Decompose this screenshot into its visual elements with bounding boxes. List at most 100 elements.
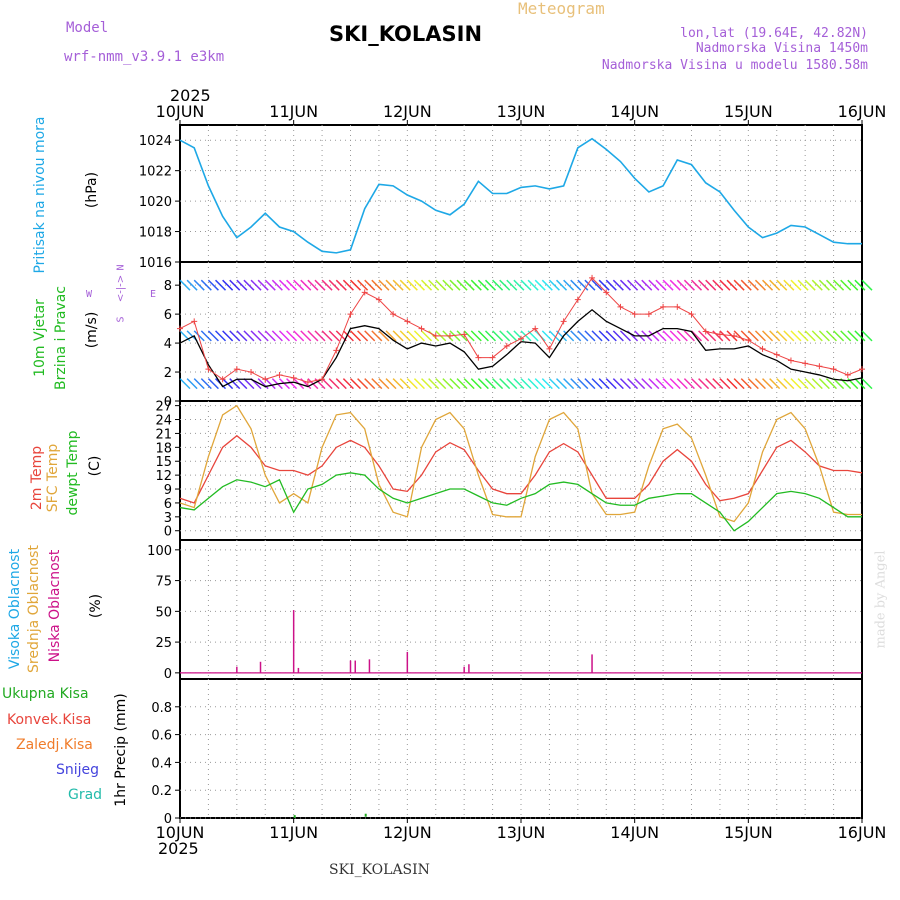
wind-barb [421, 279, 433, 291]
wind-barb [499, 330, 511, 342]
pressure-ytick-label: 1020 [139, 195, 172, 210]
wind-barb [421, 378, 433, 390]
wind-barb [286, 330, 298, 342]
wind-barb [342, 378, 354, 390]
wind-barb [797, 378, 809, 390]
wind-barb [520, 378, 532, 390]
wind-gust-marker [333, 347, 340, 354]
wind-ytick-label: 6 [164, 308, 172, 323]
temp-2m-line [179, 434, 863, 504]
wind-barb [662, 330, 674, 342]
wind-barb [286, 279, 298, 291]
wind-barb [364, 330, 376, 342]
wind-barb [385, 330, 397, 342]
wind-gust-marker [347, 311, 354, 318]
wind-barb [648, 330, 660, 342]
wind-barb [229, 330, 241, 342]
wind-gust-marker [674, 303, 681, 310]
wind-gust-marker [219, 376, 226, 383]
wind-gust-marker [191, 318, 198, 325]
wind-barb [861, 279, 873, 291]
wind-barb [804, 330, 816, 342]
wind-gust-line [179, 277, 863, 383]
wind-barb [641, 378, 653, 390]
wind-barb [669, 378, 681, 390]
wind-barb [548, 279, 560, 291]
wind-barb [186, 279, 198, 291]
x-label-bottom: 11JUN [269, 823, 318, 842]
wind-barb [357, 330, 369, 342]
wind-barb [790, 330, 802, 342]
wind-barb [619, 330, 631, 342]
wind-barb [378, 330, 390, 342]
wind-barb [463, 330, 475, 342]
wind-barb [392, 330, 404, 342]
wind-barb [740, 378, 752, 390]
wind-barb [484, 279, 497, 291]
wind-barb [598, 279, 610, 291]
wind-barb [214, 330, 227, 342]
wind-barb [222, 330, 234, 342]
wind-barb [342, 330, 354, 342]
wind-gust-marker [787, 357, 794, 364]
compass-w: W [86, 289, 93, 300]
wind-barb [598, 330, 610, 342]
wind-barb [619, 378, 631, 390]
temperature-ytick-label: 24 [155, 414, 172, 429]
wind-gust-marker [745, 337, 752, 344]
x-label-top: 10JUN [156, 102, 205, 121]
wind-barb [349, 378, 362, 390]
wind-gust-marker [404, 318, 411, 325]
wind-barb [378, 279, 390, 291]
wind-barb [470, 330, 482, 342]
cloud-ytick-label: 100 [147, 544, 172, 559]
year-bottom: 2025 [158, 839, 199, 858]
wind-barb [818, 330, 830, 342]
x-label-top: 15JUN [724, 102, 773, 121]
wind-gust-marker [390, 311, 397, 318]
wind-gust-marker [731, 332, 738, 339]
wind-barb [705, 378, 717, 390]
wind-barb [861, 330, 873, 342]
wind-barb [264, 330, 276, 342]
sfc-temp-line [179, 404, 862, 523]
wind-barb [406, 279, 418, 291]
wind-gust-marker [560, 318, 567, 325]
wind-barb [769, 378, 781, 390]
wind-gust-marker [844, 371, 851, 378]
wind-barb [470, 279, 482, 291]
wind-barb [541, 330, 553, 342]
wind-barb [484, 378, 497, 390]
wind-barb [726, 378, 738, 390]
wind-barb [364, 378, 376, 390]
wind-barb [783, 279, 795, 291]
wind-barb [854, 279, 866, 291]
wind-barb [754, 330, 766, 342]
wind-barb [797, 330, 809, 342]
wind-barb [456, 279, 468, 291]
wind-barb [811, 279, 823, 291]
wind-barb [257, 279, 269, 291]
wind-barb [236, 279, 248, 291]
wind-barb [371, 378, 383, 390]
wind-ytick-label: 2 [164, 366, 172, 381]
wind-barb [683, 330, 695, 342]
wind-barb [300, 279, 312, 291]
cloud-ytick-label: 0 [164, 667, 172, 682]
wind-barb [527, 279, 539, 291]
wind-barb [634, 279, 646, 291]
wind-barb [548, 330, 560, 342]
wind-gust-marker [233, 366, 240, 373]
wind-barb [179, 279, 191, 291]
wind-barb [712, 330, 724, 342]
wind-barb [769, 279, 781, 291]
wind-barb [321, 330, 333, 342]
wind-gust-marker [830, 366, 837, 373]
wind-gust-marker [503, 342, 510, 349]
wind-barb [555, 279, 568, 291]
wind-barb [193, 279, 205, 291]
wind-barb [747, 330, 759, 342]
wind-barb [847, 330, 859, 342]
x-label-top: 12JUN [383, 102, 432, 121]
wind-gust-marker [859, 366, 865, 373]
